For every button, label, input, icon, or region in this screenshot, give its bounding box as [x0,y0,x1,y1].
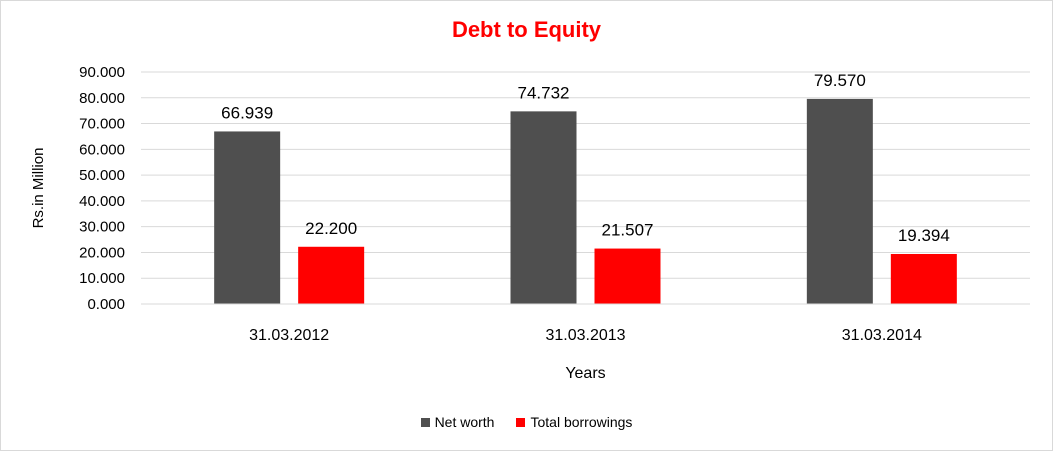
legend-label: Total borrowings [530,414,633,430]
y-tick-label: 60.000 [79,141,125,158]
data-label: 79.570 [814,71,866,90]
legend-swatch [420,417,430,427]
y-tick-label: 50.000 [79,167,125,184]
y-tick-label: 70.000 [79,116,125,133]
x-tick-label: 31.03.2012 [249,327,329,344]
legend-item-total-borrowings: Total borrowings [516,414,632,430]
y-axis-label: Rs.in Million [30,148,47,229]
chart-legend: Net worth Total borrowings [1,414,1052,430]
y-tick-label: 20.000 [79,244,125,261]
data-label: 21.507 [602,221,654,240]
y-tick-label: 80.000 [79,90,125,107]
data-label: 19.394 [898,226,950,245]
y-tick-label: 10.000 [79,270,125,287]
bar-total-borrowings [298,246,365,304]
bar-net-worth [510,111,577,304]
legend-label: Net worth [434,414,495,430]
x-tick-label: 31.03.2013 [545,327,625,344]
data-label: 74.732 [518,83,570,102]
x-tick-label: 31.03.2014 [842,327,922,344]
y-tick-label: 40.000 [79,193,125,210]
y-tick-label: 0.000 [87,296,125,313]
bar-total-borrowings [890,254,957,304]
x-axis-label: Years [565,365,605,382]
bar-total-borrowings [594,248,661,304]
data-label: 66.939 [221,103,273,122]
legend-item-net-worth: Net worth [420,414,495,430]
legend-swatch [516,417,526,427]
data-label: 22.200 [305,219,357,238]
chart-title: Debt to Equity [451,17,602,42]
y-tick-label: 30.000 [79,219,125,236]
bar-net-worth [214,131,281,304]
bar-net-worth [806,98,873,304]
y-tick-label: 90.000 [79,64,125,81]
